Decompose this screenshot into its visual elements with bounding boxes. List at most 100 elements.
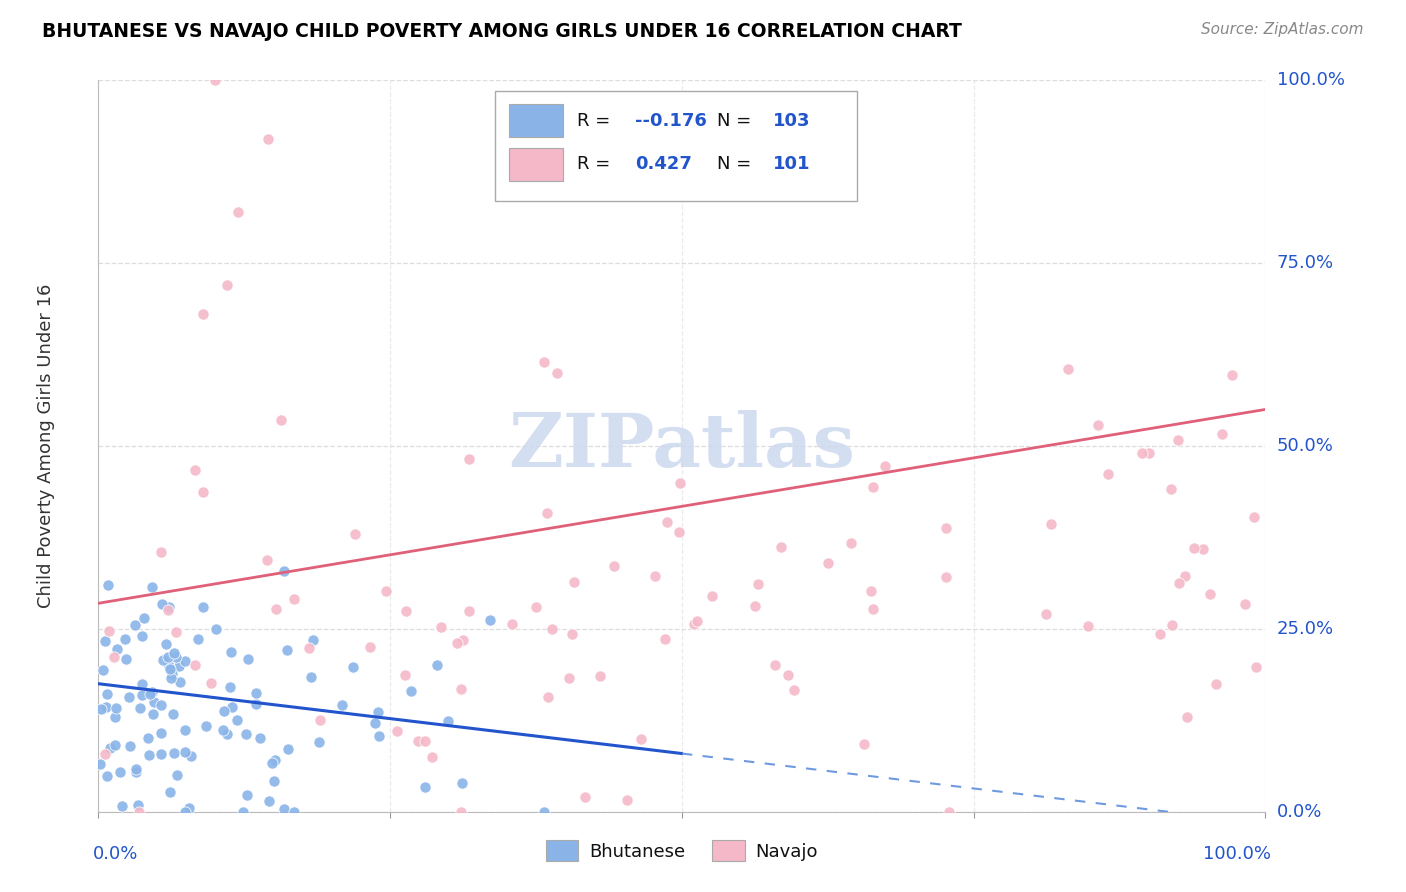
Point [169,659,191,673]
Point [302,632,325,647]
Point [603,559,626,574]
Point [218,680,240,694]
Point [359,640,381,654]
Point [342,660,364,674]
Point [501,616,523,631]
Point [298,641,321,656]
Point [235,727,257,741]
Point [142,706,165,721]
Point [249,731,271,746]
Text: 25.0%: 25.0% [1277,620,1334,638]
Point [157,658,180,673]
Point [149,698,172,712]
Point [862,601,884,615]
Point [533,805,555,819]
Point [668,476,690,491]
Point [96,699,118,714]
Point [96,687,118,701]
Point [97,624,120,639]
Point [212,723,235,738]
Point [245,698,267,712]
Point [273,564,295,578]
Point [204,73,226,87]
Text: Child Poverty Among Girls Under 16: Child Poverty Among Girls Under 16 [37,284,55,608]
Text: R =: R = [576,112,616,129]
Text: 100.0%: 100.0% [1277,71,1344,89]
Point [194,719,217,733]
Point [367,705,389,719]
Point [817,556,839,570]
Point [744,599,766,613]
Text: 0.427: 0.427 [636,155,692,173]
Point [562,574,585,589]
Point [152,653,174,667]
Point [90,702,112,716]
Point [763,657,786,672]
Point [654,632,676,646]
Point [141,685,163,699]
Text: 0.0%: 0.0% [93,845,138,863]
Point [1167,434,1189,448]
Point [232,805,254,819]
Point [173,723,195,738]
Point [205,622,228,636]
Point [191,485,214,500]
Point [450,776,472,790]
Text: N =: N = [717,155,756,173]
Point [1192,542,1215,557]
Point [1057,362,1080,376]
Text: N =: N = [717,112,756,129]
Point [157,602,180,616]
Point [1137,445,1160,459]
Point [212,704,235,718]
Point [299,671,322,685]
Point [655,515,678,529]
Point [118,690,141,705]
FancyBboxPatch shape [509,147,562,181]
Point [364,716,387,731]
Point [256,132,278,146]
Point [162,707,184,722]
Point [1168,576,1191,591]
Point [1205,677,1227,691]
Point [683,617,706,632]
Point [217,727,239,741]
Point [125,762,148,776]
Point [938,805,960,819]
Point [183,657,205,672]
Point [256,553,278,567]
Point [97,578,120,592]
Point [446,636,468,650]
Point [257,794,280,808]
Text: Source: ZipAtlas.com: Source: ZipAtlas.com [1201,22,1364,37]
Point [536,506,558,520]
Point [630,732,652,747]
Point [155,637,177,651]
Point [104,701,127,715]
Point [245,686,267,700]
Point [686,614,709,628]
Point [200,676,222,690]
Point [537,690,560,704]
Text: 100.0%: 100.0% [1204,845,1271,863]
Point [862,480,884,494]
Point [131,628,153,642]
Point [114,632,136,647]
Text: 50.0%: 50.0% [1277,437,1333,455]
Point [262,756,284,771]
Point [283,591,305,606]
Point [935,521,957,535]
Point [451,632,474,647]
Point [450,682,472,697]
Text: 0.0%: 0.0% [1277,803,1322,821]
Text: --0.176: --0.176 [636,112,707,129]
Point [1097,467,1119,481]
Point [277,742,299,756]
Point [1211,426,1233,441]
Text: 75.0%: 75.0% [1277,254,1334,272]
Point [283,805,305,819]
Point [429,619,451,633]
Point [558,671,581,685]
Point [367,730,389,744]
Point [187,632,209,646]
